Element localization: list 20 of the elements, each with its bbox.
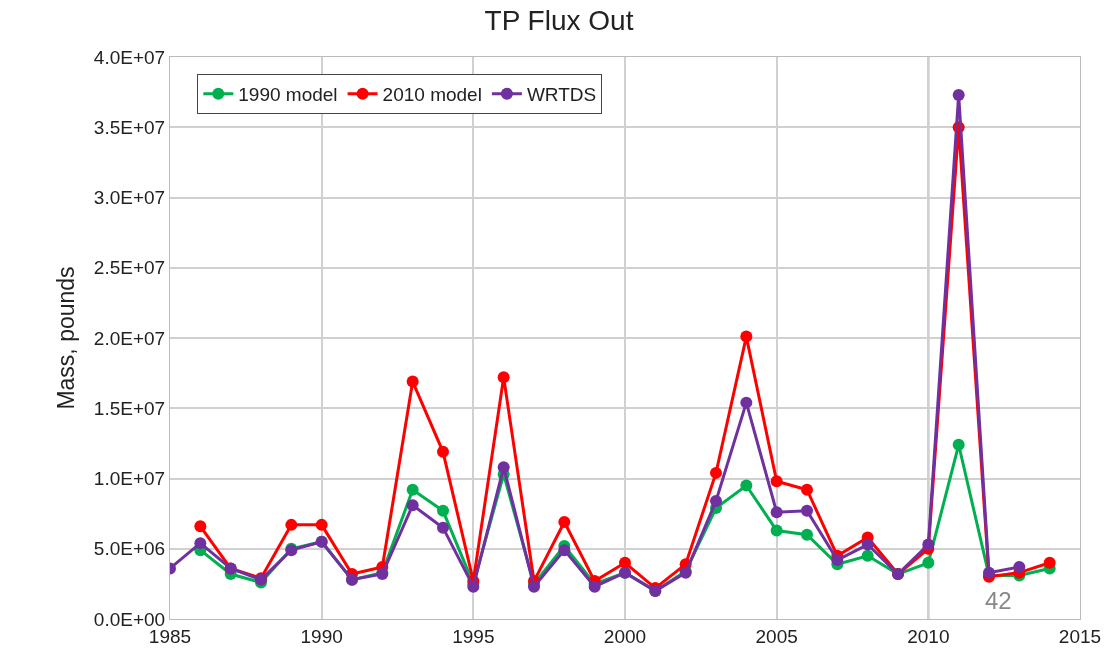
- y-tick-label: 2.5E+07: [93, 257, 166, 279]
- y-tick-label: 2.0E+07: [93, 327, 166, 349]
- y-axis-title: Mass, pounds: [53, 266, 80, 410]
- y-tick-label: 3.0E+07: [93, 187, 166, 209]
- x-tick-label: 2005: [755, 625, 798, 647]
- x-tick-label: 1990: [300, 625, 343, 647]
- y-tick-label: 4.0E+07: [93, 46, 166, 68]
- legend-label: 2010 model: [382, 84, 482, 106]
- x-tick-label: 2015: [1058, 625, 1102, 647]
- legend-label: WRTDS: [526, 84, 597, 106]
- legend-label: 1990 model: [238, 84, 338, 106]
- chart-title: TP Flux Out: [484, 4, 634, 36]
- x-tick-label: 1995: [452, 625, 495, 647]
- x-tick-label: 2000: [603, 625, 647, 647]
- x-tick-label: 2010: [907, 625, 950, 647]
- y-tick-label: 1.5E+07: [93, 397, 166, 419]
- annotation: 42: [985, 587, 1012, 614]
- y-tick-label: 5.0E+06: [93, 538, 166, 560]
- y-tick-label: 3.5E+07: [93, 116, 166, 138]
- y-tick-label: 1.0E+07: [93, 468, 166, 490]
